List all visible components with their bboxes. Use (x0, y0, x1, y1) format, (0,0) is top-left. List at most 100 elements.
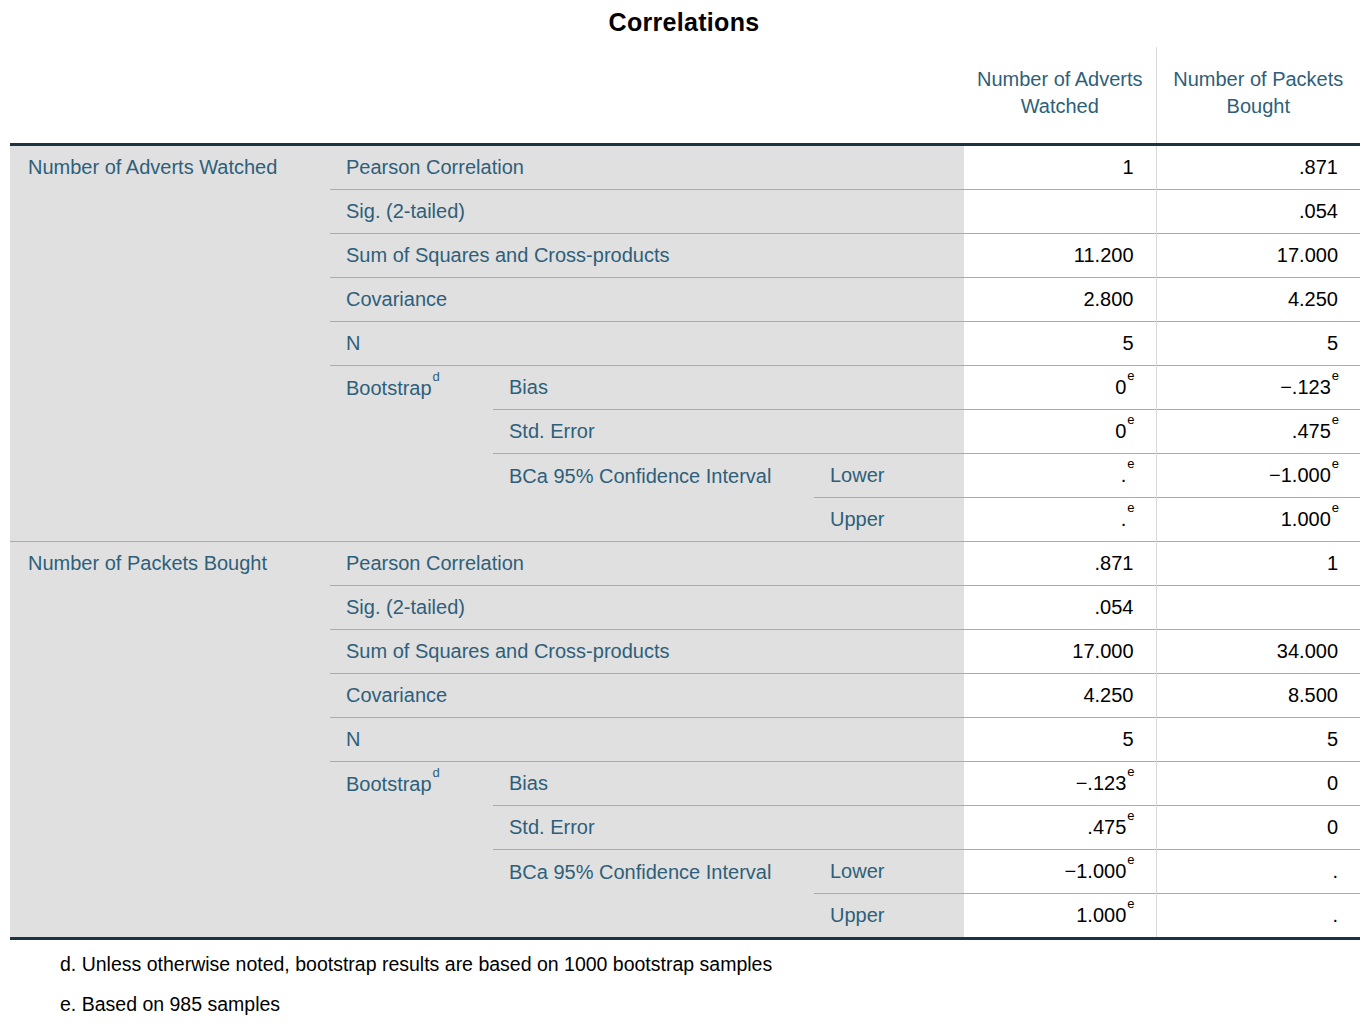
stat-label: Pearson Correlation (330, 541, 964, 585)
ci-sub-label: Upper (814, 497, 964, 541)
bootstrap-label: Bootstrapd (330, 365, 493, 541)
value-adverts: 5 (964, 321, 1156, 365)
value-packets: 0 (1156, 805, 1360, 849)
stat-label: Sum of Squares and Cross-products (330, 629, 964, 673)
stat-label: Pearson Correlation (330, 144, 964, 189)
ci-sub-label: Lower (814, 453, 964, 497)
value-adverts: .e (964, 497, 1156, 541)
value-packets: 1.000e (1156, 497, 1360, 541)
value-number: 0 (1115, 420, 1126, 442)
stat-label: Covariance (330, 673, 964, 717)
footnote-mark-e: e (1127, 764, 1134, 779)
value-adverts (964, 189, 1156, 233)
stat-label: N (330, 717, 964, 761)
stat-label: Std. Error (493, 805, 964, 849)
value-packets: .054 (1156, 189, 1360, 233)
value-packets: 17.000 (1156, 233, 1360, 277)
value-packets: −1.000e (1156, 453, 1360, 497)
value-number: .475 (1292, 420, 1331, 442)
footnote-mark-e: e (1332, 412, 1339, 427)
value-packets: −.123e (1156, 365, 1360, 409)
stat-label: N (330, 321, 964, 365)
value-packets: .475e (1156, 409, 1360, 453)
bootstrap-label: Bootstrapd (330, 761, 493, 938)
footnote-mark-e: e (1332, 368, 1339, 383)
footnote-mark-d: d (433, 765, 440, 780)
column-header-packets-bought: Number of Packets Bought (1156, 47, 1360, 144)
value-packets (1156, 585, 1360, 629)
value-adverts: 1.000e (964, 893, 1156, 938)
value-adverts: 2.800 (964, 277, 1156, 321)
value-adverts: −1.000e (964, 849, 1156, 893)
table-footnotes: d. Unless otherwise noted, bootstrap res… (60, 953, 1368, 1017)
table-title: Correlations (0, 8, 1368, 37)
ci-sub-label: Upper (814, 893, 964, 938)
stat-label: Sum of Squares and Cross-products (330, 233, 964, 277)
row-block-label: Number of Packets Bought (10, 541, 330, 938)
value-number: . (1332, 904, 1338, 926)
value-adverts: .475e (964, 805, 1156, 849)
value-packets: 34.000 (1156, 629, 1360, 673)
value-adverts: 4.250 (964, 673, 1156, 717)
header-corner-cell (10, 47, 964, 144)
value-number: −1.000 (1269, 464, 1331, 486)
value-adverts: 17.000 (964, 629, 1156, 673)
footnote-mark-e: e (1127, 896, 1134, 911)
value-adverts: .e (964, 453, 1156, 497)
bootstrap-label-text: Bootstrap (346, 377, 432, 399)
value-adverts: .054 (964, 585, 1156, 629)
ci-label: BCa 95% Confidence Interval (493, 849, 814, 938)
value-number: . (1121, 508, 1127, 530)
stat-label: Bias (493, 761, 964, 805)
footnote-mark-e: e (1127, 808, 1134, 823)
spss-output-page: Correlations Number of Adverts Watched N… (0, 0, 1368, 1016)
ci-sub-label: Lower (814, 849, 964, 893)
value-adverts: 0e (964, 409, 1156, 453)
stat-label: Sig. (2-tailed) (330, 189, 964, 233)
value-packets: 5 (1156, 321, 1360, 365)
stat-label: Covariance (330, 277, 964, 321)
value-number: 1.000 (1076, 904, 1126, 926)
footnote-mark-e: e (1127, 852, 1134, 867)
row-block-label: Number of Adverts Watched (10, 144, 330, 541)
footnote-mark-e: e (1127, 368, 1134, 383)
value-packets: .871 (1156, 144, 1360, 189)
value-number: . (1121, 464, 1127, 486)
footnote-d: d. Unless otherwise noted, bootstrap res… (60, 953, 1368, 976)
value-number: 0 (1115, 376, 1126, 398)
value-adverts: 5 (964, 717, 1156, 761)
value-number: 0 (1327, 816, 1338, 838)
value-packets: . (1156, 893, 1360, 938)
value-adverts: 11.200 (964, 233, 1156, 277)
value-packets: 5 (1156, 717, 1360, 761)
value-number: .475 (1087, 816, 1126, 838)
table-header-row: Number of Adverts Watched Number of Pack… (10, 47, 1360, 144)
footnote-e: e. Based on 985 samples (60, 993, 1368, 1016)
value-adverts: .871 (964, 541, 1156, 585)
value-packets: 1 (1156, 541, 1360, 585)
value-packets: 0 (1156, 761, 1360, 805)
value-number: −.123 (1280, 376, 1331, 398)
value-number: −1.000 (1065, 860, 1127, 882)
value-number: 1.000 (1281, 508, 1331, 530)
stat-label: Std. Error (493, 409, 964, 453)
bootstrap-label-text: Bootstrap (346, 773, 432, 795)
value-packets: . (1156, 849, 1360, 893)
value-number: 0 (1327, 772, 1338, 794)
value-packets: 4.250 (1156, 277, 1360, 321)
correlations-table: Number of Adverts Watched Number of Pack… (10, 47, 1360, 940)
footnote-mark-d: d (433, 369, 440, 384)
stat-label: Bias (493, 365, 964, 409)
column-header-adverts-watched: Number of Adverts Watched (964, 47, 1156, 144)
value-packets: 8.500 (1156, 673, 1360, 717)
value-number: . (1332, 860, 1338, 882)
table-row: Number of Adverts Watched Pearson Correl… (10, 144, 1360, 189)
table-row: Number of Packets Bought Pearson Correla… (10, 541, 1360, 585)
footnote-mark-e: e (1127, 412, 1134, 427)
footnote-mark-e: e (1332, 456, 1339, 471)
value-adverts: 1 (964, 144, 1156, 189)
ci-label: BCa 95% Confidence Interval (493, 453, 814, 541)
value-number: −.123 (1076, 772, 1127, 794)
value-adverts: 0e (964, 365, 1156, 409)
value-adverts: −.123e (964, 761, 1156, 805)
